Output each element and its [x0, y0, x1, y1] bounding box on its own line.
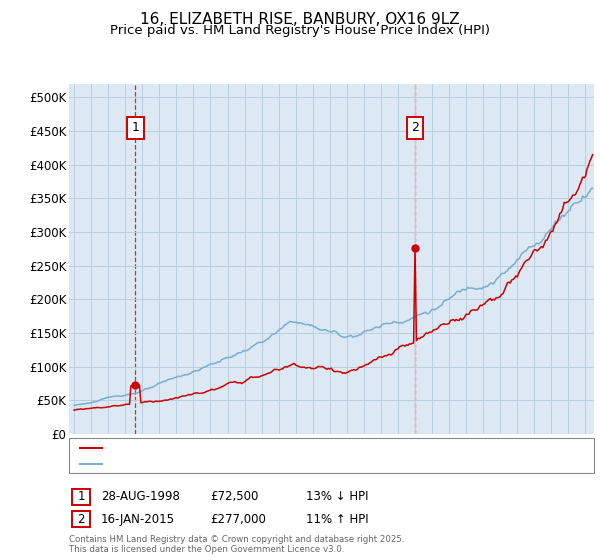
Text: 16-JAN-2015: 16-JAN-2015 [101, 512, 175, 526]
Text: Contains HM Land Registry data © Crown copyright and database right 2025.
This d: Contains HM Land Registry data © Crown c… [69, 535, 404, 554]
Text: HPI: Average price, semi-detached house, Cherwell: HPI: Average price, semi-detached house,… [107, 459, 374, 469]
Text: 11% ↑ HPI: 11% ↑ HPI [306, 512, 368, 526]
Text: 2: 2 [411, 122, 419, 134]
Text: 28-AUG-1998: 28-AUG-1998 [101, 490, 179, 503]
Text: 13% ↓ HPI: 13% ↓ HPI [306, 490, 368, 503]
Text: 1: 1 [131, 122, 139, 134]
Text: Price paid vs. HM Land Registry's House Price Index (HPI): Price paid vs. HM Land Registry's House … [110, 24, 490, 37]
Text: 1: 1 [77, 490, 85, 503]
Text: 2: 2 [77, 512, 85, 526]
Text: £277,000: £277,000 [210, 512, 266, 526]
Text: £72,500: £72,500 [210, 490, 259, 503]
Text: 16, ELIZABETH RISE, BANBURY, OX16 9LZ (semi-detached house): 16, ELIZABETH RISE, BANBURY, OX16 9LZ (s… [107, 443, 448, 453]
Text: 16, ELIZABETH RISE, BANBURY, OX16 9LZ: 16, ELIZABETH RISE, BANBURY, OX16 9LZ [140, 12, 460, 27]
